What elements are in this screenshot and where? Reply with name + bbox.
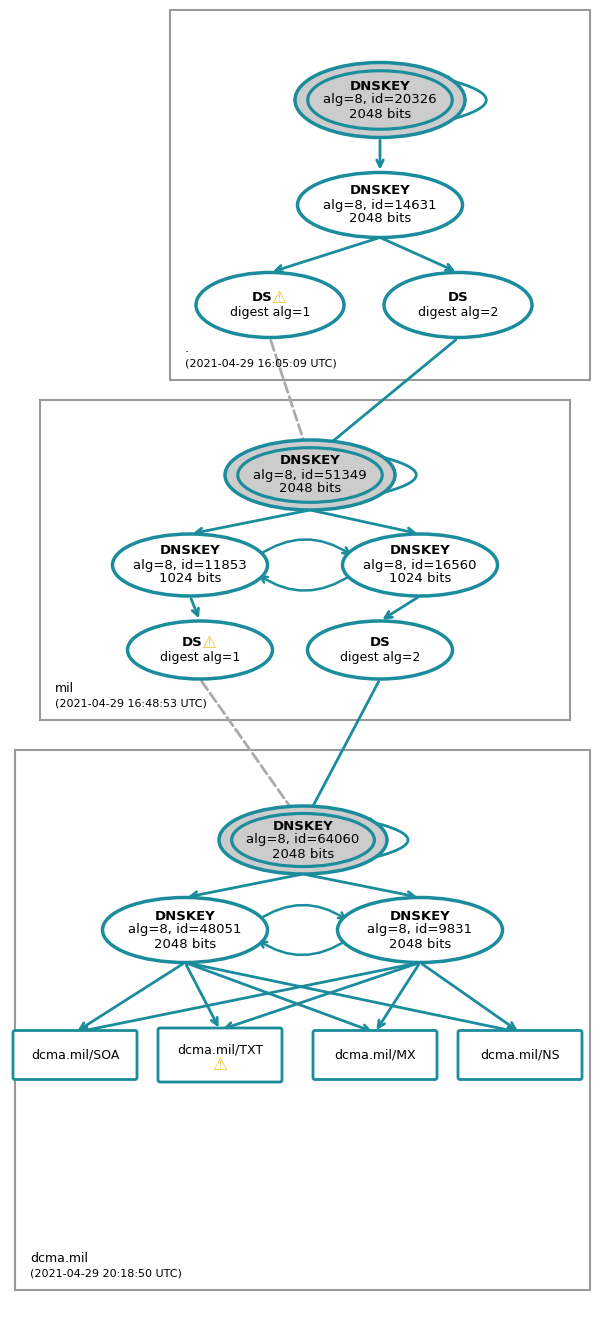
Ellipse shape (338, 897, 503, 962)
Ellipse shape (219, 805, 387, 874)
Text: dcma.mil/TXT: dcma.mil/TXT (177, 1043, 263, 1057)
Ellipse shape (342, 534, 497, 595)
Bar (170, 11, 590, 380)
Text: DS: DS (252, 291, 272, 304)
Ellipse shape (384, 272, 532, 338)
Text: dcma.mil/MX: dcma.mil/MX (334, 1049, 416, 1062)
Ellipse shape (113, 534, 267, 595)
Text: DS: DS (182, 637, 203, 649)
Text: alg=8, id=14631: alg=8, id=14631 (323, 198, 437, 211)
Text: dcma.mil/SOA: dcma.mil/SOA (31, 1049, 119, 1062)
Text: DNSKEY: DNSKEY (155, 909, 215, 922)
Text: alg=8, id=16560: alg=8, id=16560 (363, 558, 477, 571)
Text: digest alg=2: digest alg=2 (340, 651, 420, 664)
Text: DNSKEY: DNSKEY (350, 185, 410, 198)
Text: 2048 bits: 2048 bits (389, 937, 451, 950)
Text: mil: mil (55, 682, 74, 695)
Text: alg=8, id=48051: alg=8, id=48051 (128, 924, 242, 937)
Text: alg=8, id=11853: alg=8, id=11853 (133, 558, 247, 571)
Text: alg=8, id=64060: alg=8, id=64060 (246, 833, 359, 847)
Ellipse shape (295, 62, 465, 137)
Text: ⚠: ⚠ (201, 634, 217, 651)
Ellipse shape (232, 813, 374, 867)
Text: (2021-04-29 20:18:50 UTC): (2021-04-29 20:18:50 UTC) (30, 1268, 182, 1278)
Text: DS: DS (370, 637, 390, 649)
Text: DNSKEY: DNSKEY (350, 80, 410, 93)
Text: digest alg=1: digest alg=1 (160, 651, 240, 664)
Text: 2048 bits: 2048 bits (272, 848, 334, 860)
Text: 2048 bits: 2048 bits (349, 108, 411, 121)
Ellipse shape (196, 272, 344, 338)
Text: .: . (185, 342, 189, 355)
Text: digest alg=1: digest alg=1 (230, 306, 310, 319)
Text: alg=8, id=51349: alg=8, id=51349 (253, 469, 367, 481)
Text: 1024 bits: 1024 bits (159, 573, 221, 586)
Text: (2021-04-29 16:05:09 UTC): (2021-04-29 16:05:09 UTC) (185, 358, 337, 368)
Ellipse shape (225, 440, 395, 510)
Ellipse shape (307, 621, 453, 679)
Text: DS: DS (448, 291, 468, 304)
Text: 2048 bits: 2048 bits (349, 213, 411, 226)
Text: DNSKEY: DNSKEY (160, 545, 220, 557)
Text: ⚠: ⚠ (272, 288, 286, 307)
Ellipse shape (308, 70, 453, 129)
Text: dcma.mil/NS: dcma.mil/NS (480, 1049, 560, 1062)
Ellipse shape (298, 173, 462, 238)
Ellipse shape (102, 897, 267, 962)
FancyBboxPatch shape (313, 1030, 437, 1079)
FancyBboxPatch shape (158, 1029, 282, 1082)
Text: alg=8, id=9831: alg=8, id=9831 (367, 924, 473, 937)
Text: dcma.mil: dcma.mil (30, 1252, 88, 1265)
Text: DNSKEY: DNSKEY (280, 455, 341, 468)
Text: digest alg=2: digest alg=2 (418, 306, 498, 319)
Text: 2048 bits: 2048 bits (154, 937, 216, 950)
Text: (2021-04-29 16:48:53 UTC): (2021-04-29 16:48:53 UTC) (55, 698, 207, 708)
Text: ⚠: ⚠ (212, 1057, 227, 1074)
FancyBboxPatch shape (458, 1030, 582, 1079)
Text: 2048 bits: 2048 bits (279, 482, 341, 496)
Text: alg=8, id=20326: alg=8, id=20326 (323, 93, 437, 106)
Text: DNSKEY: DNSKEY (390, 909, 450, 922)
FancyBboxPatch shape (13, 1030, 137, 1079)
Text: DNSKEY: DNSKEY (273, 820, 333, 832)
Bar (15, 750, 590, 1290)
Ellipse shape (238, 448, 382, 502)
Text: 1024 bits: 1024 bits (389, 573, 451, 586)
Text: DNSKEY: DNSKEY (390, 545, 450, 557)
Bar (40, 400, 570, 720)
Ellipse shape (128, 621, 272, 679)
